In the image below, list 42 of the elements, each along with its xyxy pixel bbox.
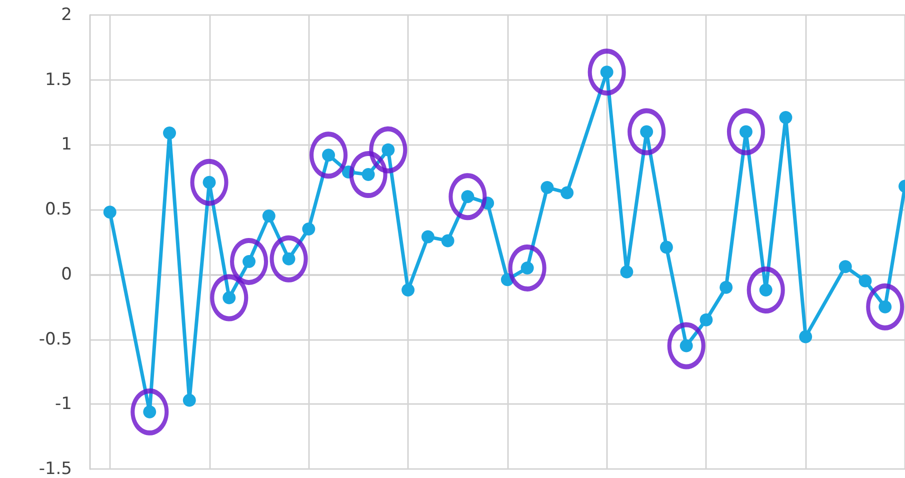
point — [230, 238, 268, 285]
point — [270, 236, 308, 282]
point — [262, 210, 276, 223]
point — [508, 244, 547, 292]
point — [540, 181, 554, 194]
point — [349, 151, 388, 198]
point — [779, 110, 792, 124]
point — [163, 126, 176, 140]
y-tick-label: 1 — [61, 134, 72, 155]
point — [627, 108, 666, 155]
point — [441, 234, 454, 248]
y-tick-label: 0 — [61, 264, 72, 284]
point — [620, 265, 634, 278]
point — [746, 266, 786, 314]
point — [190, 159, 229, 206]
point — [309, 132, 348, 178]
y-tick-label: -1.5 — [38, 459, 72, 478]
point — [588, 48, 626, 96]
point — [858, 274, 872, 288]
point — [448, 173, 487, 220]
point — [660, 240, 673, 254]
point — [368, 126, 408, 174]
y-tick-label: -0.5 — [38, 329, 72, 350]
point — [182, 394, 196, 407]
y-tick-label: 1.5 — [44, 70, 72, 90]
point — [700, 313, 713, 326]
point — [560, 186, 574, 200]
y-tick-label: -1 — [55, 394, 72, 414]
point — [838, 260, 852, 274]
point — [720, 280, 733, 294]
point — [866, 284, 904, 330]
point — [210, 274, 248, 322]
point — [667, 322, 706, 370]
point — [402, 283, 415, 296]
y-tick-label: 0.5 — [44, 200, 72, 220]
point — [302, 222, 316, 236]
point — [726, 108, 766, 155]
y-tick-label: 2 — [61, 5, 72, 25]
point — [799, 330, 812, 344]
point — [421, 230, 434, 244]
point — [130, 388, 169, 436]
point — [103, 206, 116, 219]
